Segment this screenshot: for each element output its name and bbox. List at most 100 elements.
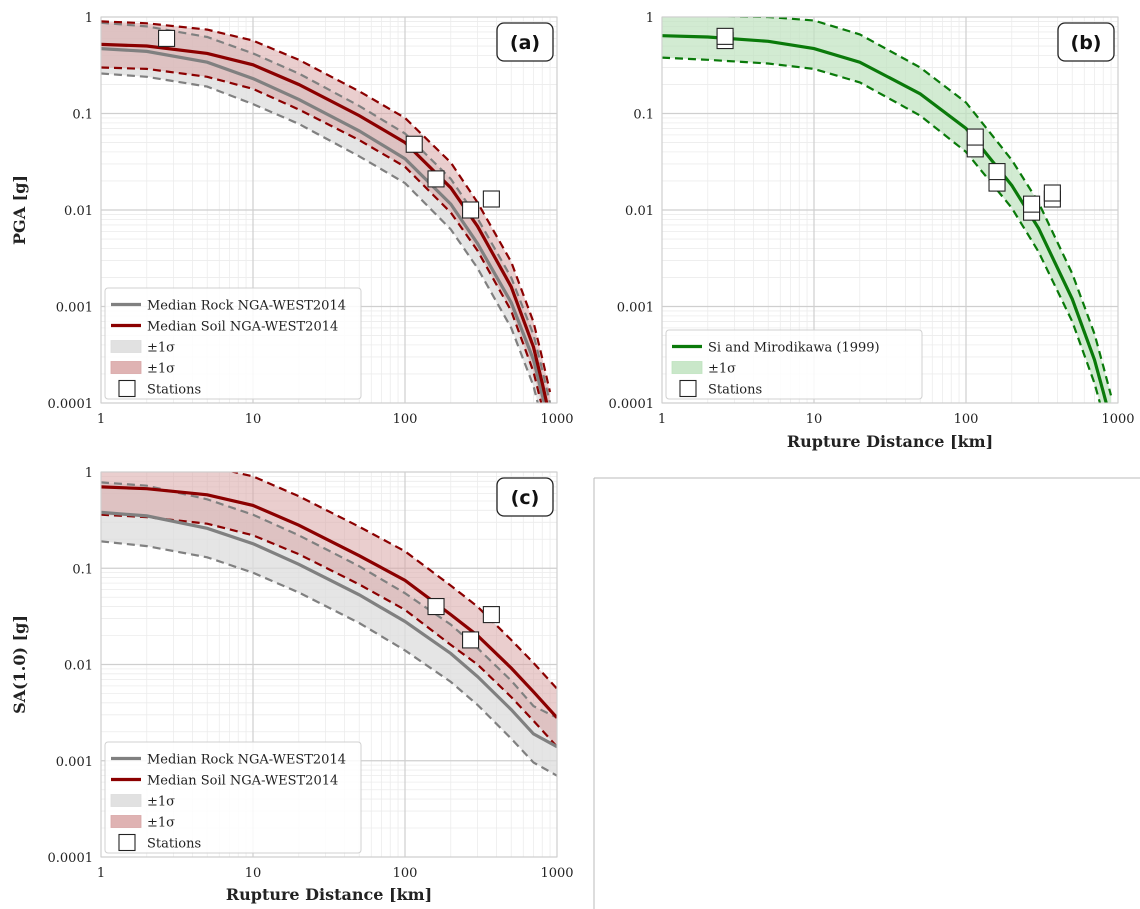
panel-label-box [496, 22, 554, 62]
legend-marker-swatch [118, 833, 136, 852]
rock-median-line [101, 510, 557, 749]
soil-lower-line [101, 513, 557, 748]
y-tick-label: 0.001 [56, 301, 93, 316]
legend-label: Median Soil NGA-WEST2014 [147, 320, 338, 335]
chart-panel-0: 1 10 100 1000 0.0001 0.001 0.01 0.1 1 PGA [g] (a) M… [10, 11, 574, 427]
soil-median-line [101, 485, 557, 719]
legend-label: ±1σ [147, 341, 175, 356]
plot-area [662, 17, 1113, 403]
x-tick-label: 100 [954, 412, 979, 427]
legend-label: Stations [708, 383, 762, 398]
legend-label: Stations [147, 837, 201, 852]
legend-label: Median Rock NGA-WEST2014 [147, 753, 346, 768]
rock-lower-line [101, 72, 539, 403]
chart-panel-2: 1 10 100 1000 0.0001 0.001 0.01 0.1 1 SA(1.0) [g]… [10, 466, 574, 904]
rock-lower-line [101, 540, 557, 777]
panel-label-box [496, 477, 554, 517]
y-tick-label: 1 [646, 11, 654, 26]
x-tick-label: 100 [393, 866, 418, 881]
rock-sigma-band [101, 482, 557, 776]
y-tick-label: 1 [85, 11, 93, 26]
green-lower-line [662, 56, 1102, 403]
y-tick-label: 0.001 [56, 755, 93, 770]
legend-box [104, 287, 362, 400]
legend-band-swatch [671, 361, 703, 374]
x-tick-label: 1000 [540, 412, 573, 427]
legend-label: ±1σ [147, 795, 175, 810]
station-marker [427, 170, 445, 188]
legend-label: ±1σ [147, 816, 175, 831]
y-tick-label: 0.0001 [609, 397, 655, 412]
plot-area [101, 20, 552, 403]
x-tick-label: 10 [245, 412, 262, 427]
y-tick-label: 0.01 [64, 204, 93, 219]
legend-label: Median Rock NGA-WEST2014 [147, 299, 346, 314]
legend-marker-swatch [679, 379, 697, 398]
station-marker [966, 128, 984, 146]
soil-median-line [101, 42, 549, 403]
station-marker [427, 598, 445, 616]
y-tick-label: 0.001 [617, 301, 654, 316]
legend-box [104, 741, 362, 854]
x-tick-label: 100 [393, 412, 418, 427]
legend-label: ±1σ [708, 362, 736, 377]
legend-band-swatch [110, 361, 142, 374]
legend-marker-swatch [118, 379, 136, 398]
x-axis-label: Rupture Distance [km] [226, 885, 432, 904]
y-axis-label: SA(1.0) [g] [10, 615, 29, 714]
y-tick-label: 0.1 [72, 108, 93, 123]
station-marker [716, 27, 734, 45]
panel-label: (c) [511, 487, 540, 509]
legend-band-swatch [110, 340, 142, 353]
rock-upper-line [101, 481, 557, 719]
y-tick-label: 0.0001 [48, 851, 94, 866]
legend-box [665, 329, 923, 400]
green-sigma-band [662, 17, 1111, 403]
plot-area [101, 472, 557, 777]
station-marker [482, 190, 500, 208]
green-upper-line [696, 17, 1113, 396]
x-tick-label: 10 [806, 412, 823, 427]
station-marker [462, 631, 480, 649]
x-tick-label: 1 [97, 866, 105, 881]
station-marker [405, 135, 423, 153]
green-median-line [662, 34, 1108, 403]
panel-label: (a) [510, 32, 540, 54]
x-tick-label: 1000 [1101, 412, 1134, 427]
soil-sigma-band [101, 472, 557, 747]
station-marker [462, 201, 480, 219]
legend-label: Median Soil NGA-WEST2014 [147, 774, 338, 789]
legend-label: ±1σ [147, 362, 175, 377]
station-marker [1023, 195, 1041, 213]
legend-band-swatch [110, 815, 142, 828]
x-tick-label: 1000 [540, 866, 573, 881]
legend-band-swatch [110, 794, 142, 807]
panel-label-box [1057, 22, 1115, 62]
rock-upper-line [101, 21, 552, 403]
chart-panel-1: 1 10 100 1000 0.0001 0.001 0.01 0.1 1 Rupture Dis… [609, 11, 1135, 451]
legend-label: Stations [147, 383, 201, 398]
x-axis-label: Rupture Distance [km] [787, 432, 993, 451]
soil-upper-line [101, 20, 552, 393]
y-tick-label: 0.01 [64, 659, 93, 674]
x-tick-label: 1 [97, 412, 105, 427]
y-tick-label: 0.1 [72, 562, 93, 577]
station-marker [482, 606, 500, 624]
panel-label: (b) [1071, 32, 1102, 54]
axes-frame [661, 16, 1119, 404]
rock-median-line [101, 47, 546, 403]
station-marker [988, 163, 1006, 181]
y-tick-label: 0.0001 [48, 397, 94, 412]
axes-frame [100, 16, 558, 404]
station-marker [1043, 184, 1061, 202]
y-tick-label: 0.01 [625, 204, 654, 219]
y-tick-label: 0.1 [633, 108, 654, 123]
y-axis-label: PGA [g] [10, 175, 29, 245]
x-tick-label: 10 [245, 866, 262, 881]
x-tick-label: 1 [658, 412, 666, 427]
legend-label: Si and Mirodikawa (1999) [708, 341, 880, 356]
soil-lower-line [101, 66, 543, 403]
y-tick-label: 1 [85, 466, 93, 481]
axes-frame [100, 471, 558, 858]
